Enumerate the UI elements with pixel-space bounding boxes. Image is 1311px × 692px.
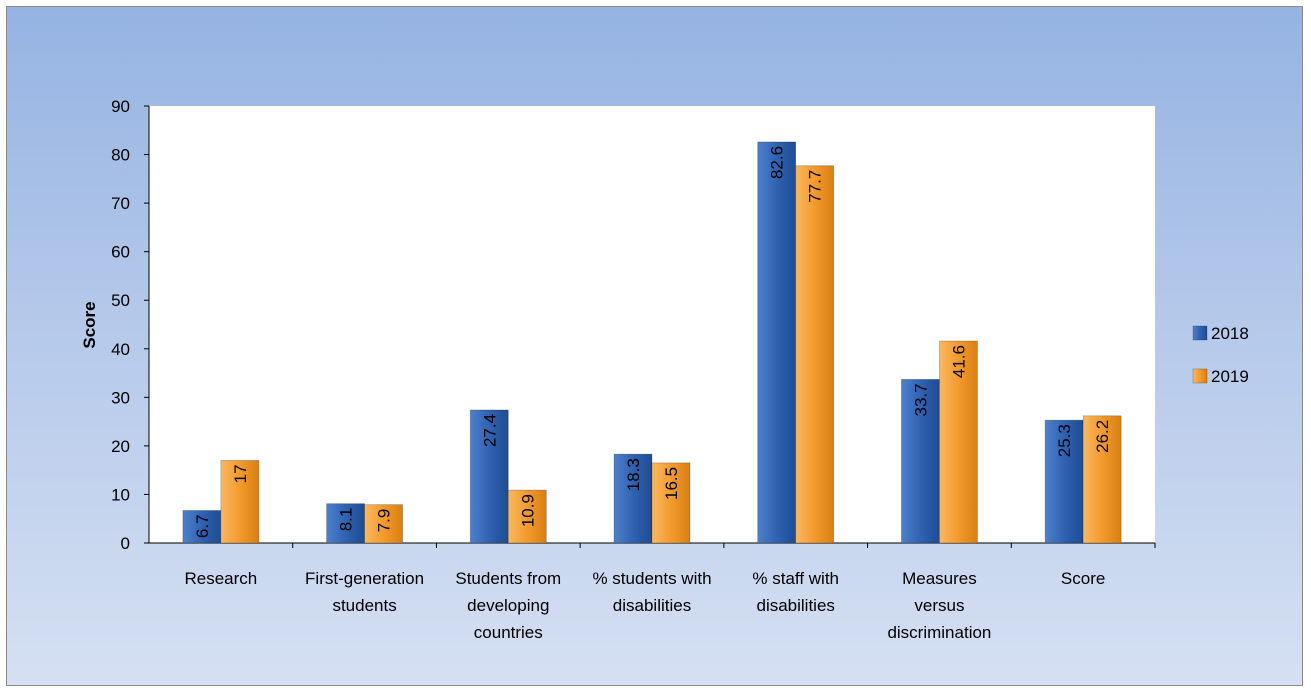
- x-tick-label: % staff with: [752, 569, 839, 588]
- x-tick-label: Students from: [455, 569, 561, 588]
- data-label: 26.2: [1093, 420, 1112, 453]
- y-tick-label: 0: [121, 534, 130, 553]
- data-label: 27.4: [480, 414, 499, 447]
- legend-label-2018: 2018: [1211, 324, 1249, 343]
- bar-2019-5: [939, 340, 978, 544]
- x-tick-label: First-generation: [305, 569, 424, 588]
- x-tick-label: countries: [474, 623, 543, 642]
- x-tick-label: disabilities: [613, 596, 691, 615]
- x-tick-label: discrimination: [887, 623, 991, 642]
- data-label: 25.3: [1055, 424, 1074, 457]
- data-label: 82.6: [768, 146, 787, 179]
- legend-label-2019: 2019: [1211, 367, 1249, 386]
- data-label: 10.9: [518, 494, 537, 527]
- bar-2018-2: [469, 409, 509, 544]
- y-axis-title: Score: [80, 301, 99, 348]
- y-tick-label: 70: [111, 194, 130, 213]
- data-label: 16.5: [662, 467, 681, 500]
- y-tick-label: 60: [111, 243, 130, 262]
- bar-2019-3: [651, 462, 691, 544]
- x-tick-label: students: [332, 596, 396, 615]
- x-tick-label: disabilities: [756, 596, 834, 615]
- y-tick-label: 20: [111, 437, 130, 456]
- bar-2018-4: [757, 141, 797, 544]
- bar-2019-2: [507, 489, 547, 544]
- bar-2018-6: [1044, 419, 1084, 544]
- bar-2019-1: [364, 504, 403, 544]
- y-tick-label: 90: [111, 97, 130, 116]
- legend-swatch-2018: [1192, 325, 1208, 341]
- bar-2018-0: [182, 510, 222, 544]
- bar-2018-5: [901, 378, 940, 544]
- bar-2018-1: [326, 503, 365, 544]
- x-tick-label: Score: [1061, 569, 1105, 588]
- y-tick-label: 80: [111, 146, 130, 165]
- bar-2018-3: [613, 453, 653, 544]
- bar-2019-6: [1082, 415, 1122, 544]
- y-tick-label: 40: [111, 340, 130, 359]
- y-tick-label: 30: [111, 388, 130, 407]
- data-label: 8.1: [337, 508, 356, 532]
- x-tick-label: developing: [467, 596, 549, 615]
- x-tick-label: versus: [914, 596, 964, 615]
- x-tick-label: Measures: [902, 569, 977, 588]
- data-label: 41.6: [949, 345, 968, 378]
- data-label: 17: [231, 464, 250, 483]
- y-tick-label: 10: [111, 485, 130, 504]
- data-label: 18.3: [624, 458, 643, 491]
- data-label: 6.7: [193, 514, 212, 538]
- data-label: 7.9: [375, 509, 394, 533]
- y-tick-label: 50: [111, 291, 130, 310]
- x-tick-label: Research: [184, 569, 257, 588]
- data-label: 33.7: [911, 383, 930, 416]
- bar-2019-0: [220, 460, 260, 544]
- x-tick-label: % students with: [592, 569, 711, 588]
- bar-2019-4: [795, 165, 835, 544]
- legend-swatch-2019: [1192, 368, 1208, 384]
- data-label: 77.7: [806, 170, 825, 203]
